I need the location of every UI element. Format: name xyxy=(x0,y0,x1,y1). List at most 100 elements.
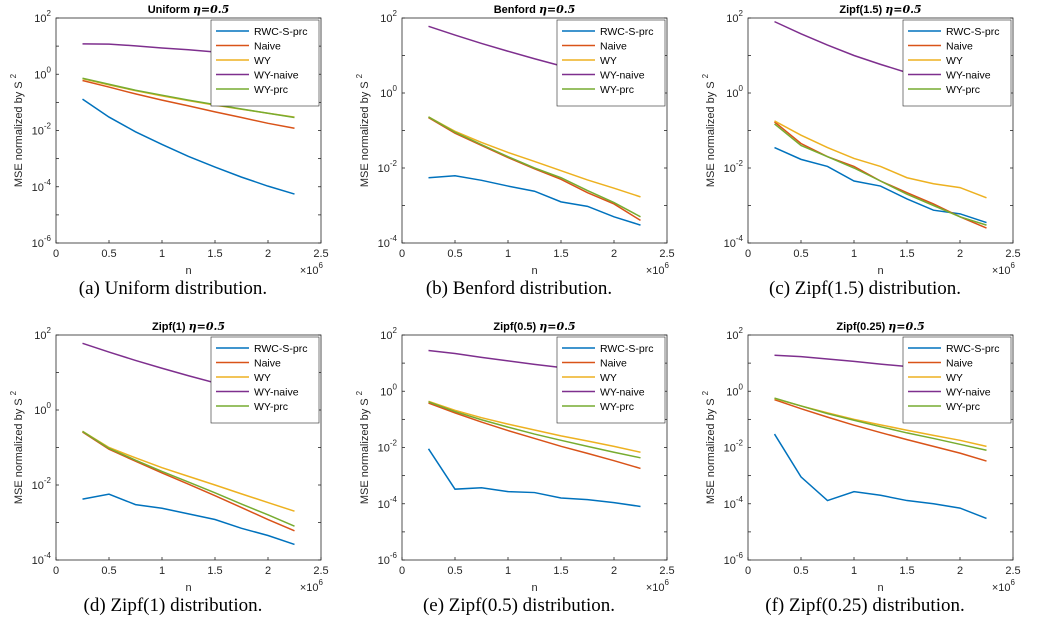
x-tick-label: 1.5 xyxy=(553,248,568,260)
legend: RWC-S-prc Naive WY WY-naive WY-prc xyxy=(902,19,1012,107)
y-tick-label: 102 xyxy=(34,326,51,342)
y-tick-label: 10-4 xyxy=(724,495,744,511)
series-line-rwc-s-prc xyxy=(428,175,641,226)
x-tick-label: 1 xyxy=(159,565,165,577)
legend-label: RWC-S-prc xyxy=(946,343,999,355)
figure-caption: (f) Zipf(0.25) distribution. xyxy=(765,595,965,616)
legend-label: WY xyxy=(946,372,963,384)
x-axis-multiplier: ×106 xyxy=(646,578,670,594)
chart-panel-3: Zipf(1.5) η=0.5 0 0.5 1 1.5 2 2.5 10-4 10-2 100 10… xyxy=(701,3,1021,277)
x-tick-label: 0 xyxy=(399,565,405,577)
legend-label: RWC-S-prc xyxy=(600,26,653,38)
x-tick-label: 1 xyxy=(851,565,857,577)
legend-label: WY xyxy=(254,55,271,67)
x-axis-label: n xyxy=(185,265,191,277)
legend-label: WY-naive xyxy=(254,70,299,82)
x-tick-label: 1.5 xyxy=(899,565,914,577)
y-tick-label: 10-2 xyxy=(378,439,398,455)
x-tick-label: 1.5 xyxy=(553,565,568,577)
y-tick-label: 100 xyxy=(380,382,397,398)
series-line-wy-prc xyxy=(428,401,641,459)
x-tick-label: 0.5 xyxy=(447,565,462,577)
x-axis-label: n xyxy=(531,265,537,277)
chart-panel-6: Zipf(0.25) η=0.5 0 0.5 1 1.5 2 2.5 10-6 10-4 10-2… xyxy=(701,320,1021,594)
x-tick-label: 0.5 xyxy=(793,565,808,577)
series-line-wy xyxy=(82,430,295,512)
x-tick-label: 1.5 xyxy=(207,248,222,260)
figure-caption: (d) Zipf(1) distribution. xyxy=(83,595,263,616)
legend-label: Naive xyxy=(600,358,627,370)
series-line-rwc-s-prc xyxy=(82,98,295,195)
legend-label: WY-naive xyxy=(600,387,645,399)
series-line-wy xyxy=(428,116,641,198)
legend-label: Naive xyxy=(600,41,627,53)
y-tick-label: 10-2 xyxy=(32,122,52,138)
legend-label: Naive xyxy=(946,358,973,370)
y-tick-label: 10-2 xyxy=(378,159,398,175)
series-line-naive xyxy=(82,431,295,532)
x-tick-label: 2 xyxy=(611,248,617,260)
y-tick-label: 102 xyxy=(726,9,743,25)
figure-caption: (a) Uniform distribution. xyxy=(78,278,268,299)
y-tick-label: 10-6 xyxy=(378,551,398,567)
legend-label: Naive xyxy=(254,41,281,53)
y-tick-label: 100 xyxy=(34,65,51,81)
x-tick-label: 1 xyxy=(505,248,511,260)
x-tick-label: 0 xyxy=(745,565,751,577)
legend-label: RWC-S-prc xyxy=(254,26,307,38)
series-line-wy-prc xyxy=(82,430,295,527)
legend-label: WY-prc xyxy=(600,401,634,413)
y-tick-label: 10-4 xyxy=(378,495,398,511)
legend-label: WY xyxy=(254,372,271,384)
series-line-wy-prc xyxy=(774,123,987,226)
x-tick-label: 2.5 xyxy=(1005,565,1020,577)
legend-label: Naive xyxy=(946,41,973,53)
figure-caption: (e) Zipf(0.5) distribution. xyxy=(422,595,616,616)
legend: RWC-S-prc Naive WY WY-naive WY-prc xyxy=(210,336,320,424)
chart-title: Zipf(0.5) η=0.5 xyxy=(493,320,575,333)
y-tick-label: 100 xyxy=(726,84,743,100)
legend-label: RWC-S-prc xyxy=(600,343,653,355)
chart-title: Zipf(0.25) η=0.5 xyxy=(836,320,924,333)
y-axis-label: MSE normalized by S 2 xyxy=(9,390,25,504)
x-tick-label: 1 xyxy=(851,248,857,260)
x-tick-label: 2.5 xyxy=(659,248,674,260)
series-line-naive xyxy=(428,117,641,222)
legend-label: WY xyxy=(600,372,617,384)
chart-title: Uniform η=0.5 xyxy=(148,3,230,16)
x-axis-label: n xyxy=(877,265,883,277)
x-tick-label: 1 xyxy=(505,565,511,577)
legend-label: RWC-S-prc xyxy=(946,26,999,38)
x-tick-label: 0.5 xyxy=(793,248,808,260)
legend-label: WY xyxy=(946,55,963,67)
x-tick-label: 2 xyxy=(611,565,617,577)
y-axis-label: MSE normalized by S 2 xyxy=(701,73,717,187)
y-tick-label: 102 xyxy=(380,9,397,25)
legend-label: Naive xyxy=(254,358,281,370)
x-axis-multiplier: ×106 xyxy=(646,261,670,277)
legend-label: WY-prc xyxy=(254,84,288,96)
legend-label: WY-prc xyxy=(600,84,634,96)
chart-panel-1: Uniform η=0.5 0 0.5 1 1.5 2 2.5 10-6 10-4 10-2 100… xyxy=(9,3,329,277)
x-axis-multiplier: ×106 xyxy=(992,578,1016,594)
legend-label: WY-naive xyxy=(946,387,991,399)
y-tick-label: 10-2 xyxy=(724,159,744,175)
y-tick-label: 10-6 xyxy=(32,234,52,250)
legend-label: WY-naive xyxy=(946,70,991,82)
legend-label: RWC-S-prc xyxy=(254,343,307,355)
x-tick-label: 2 xyxy=(957,565,963,577)
x-axis-multiplier: ×106 xyxy=(300,261,324,277)
series-line-wy xyxy=(774,120,987,199)
y-tick-label: 10-6 xyxy=(724,551,744,567)
series-line-rwc-s-prc xyxy=(82,493,295,546)
x-tick-label: 0 xyxy=(745,248,751,260)
y-tick-label: 100 xyxy=(380,84,397,100)
x-tick-label: 0 xyxy=(53,248,59,260)
legend: RWC-S-prc Naive WY WY-naive WY-prc xyxy=(902,336,1012,424)
x-tick-label: 2.5 xyxy=(313,248,328,260)
x-axis-label: n xyxy=(877,582,883,594)
legend-label: WY xyxy=(600,55,617,67)
series-line-wy xyxy=(428,400,641,453)
y-axis-label: MSE normalized by S 2 xyxy=(9,73,25,187)
